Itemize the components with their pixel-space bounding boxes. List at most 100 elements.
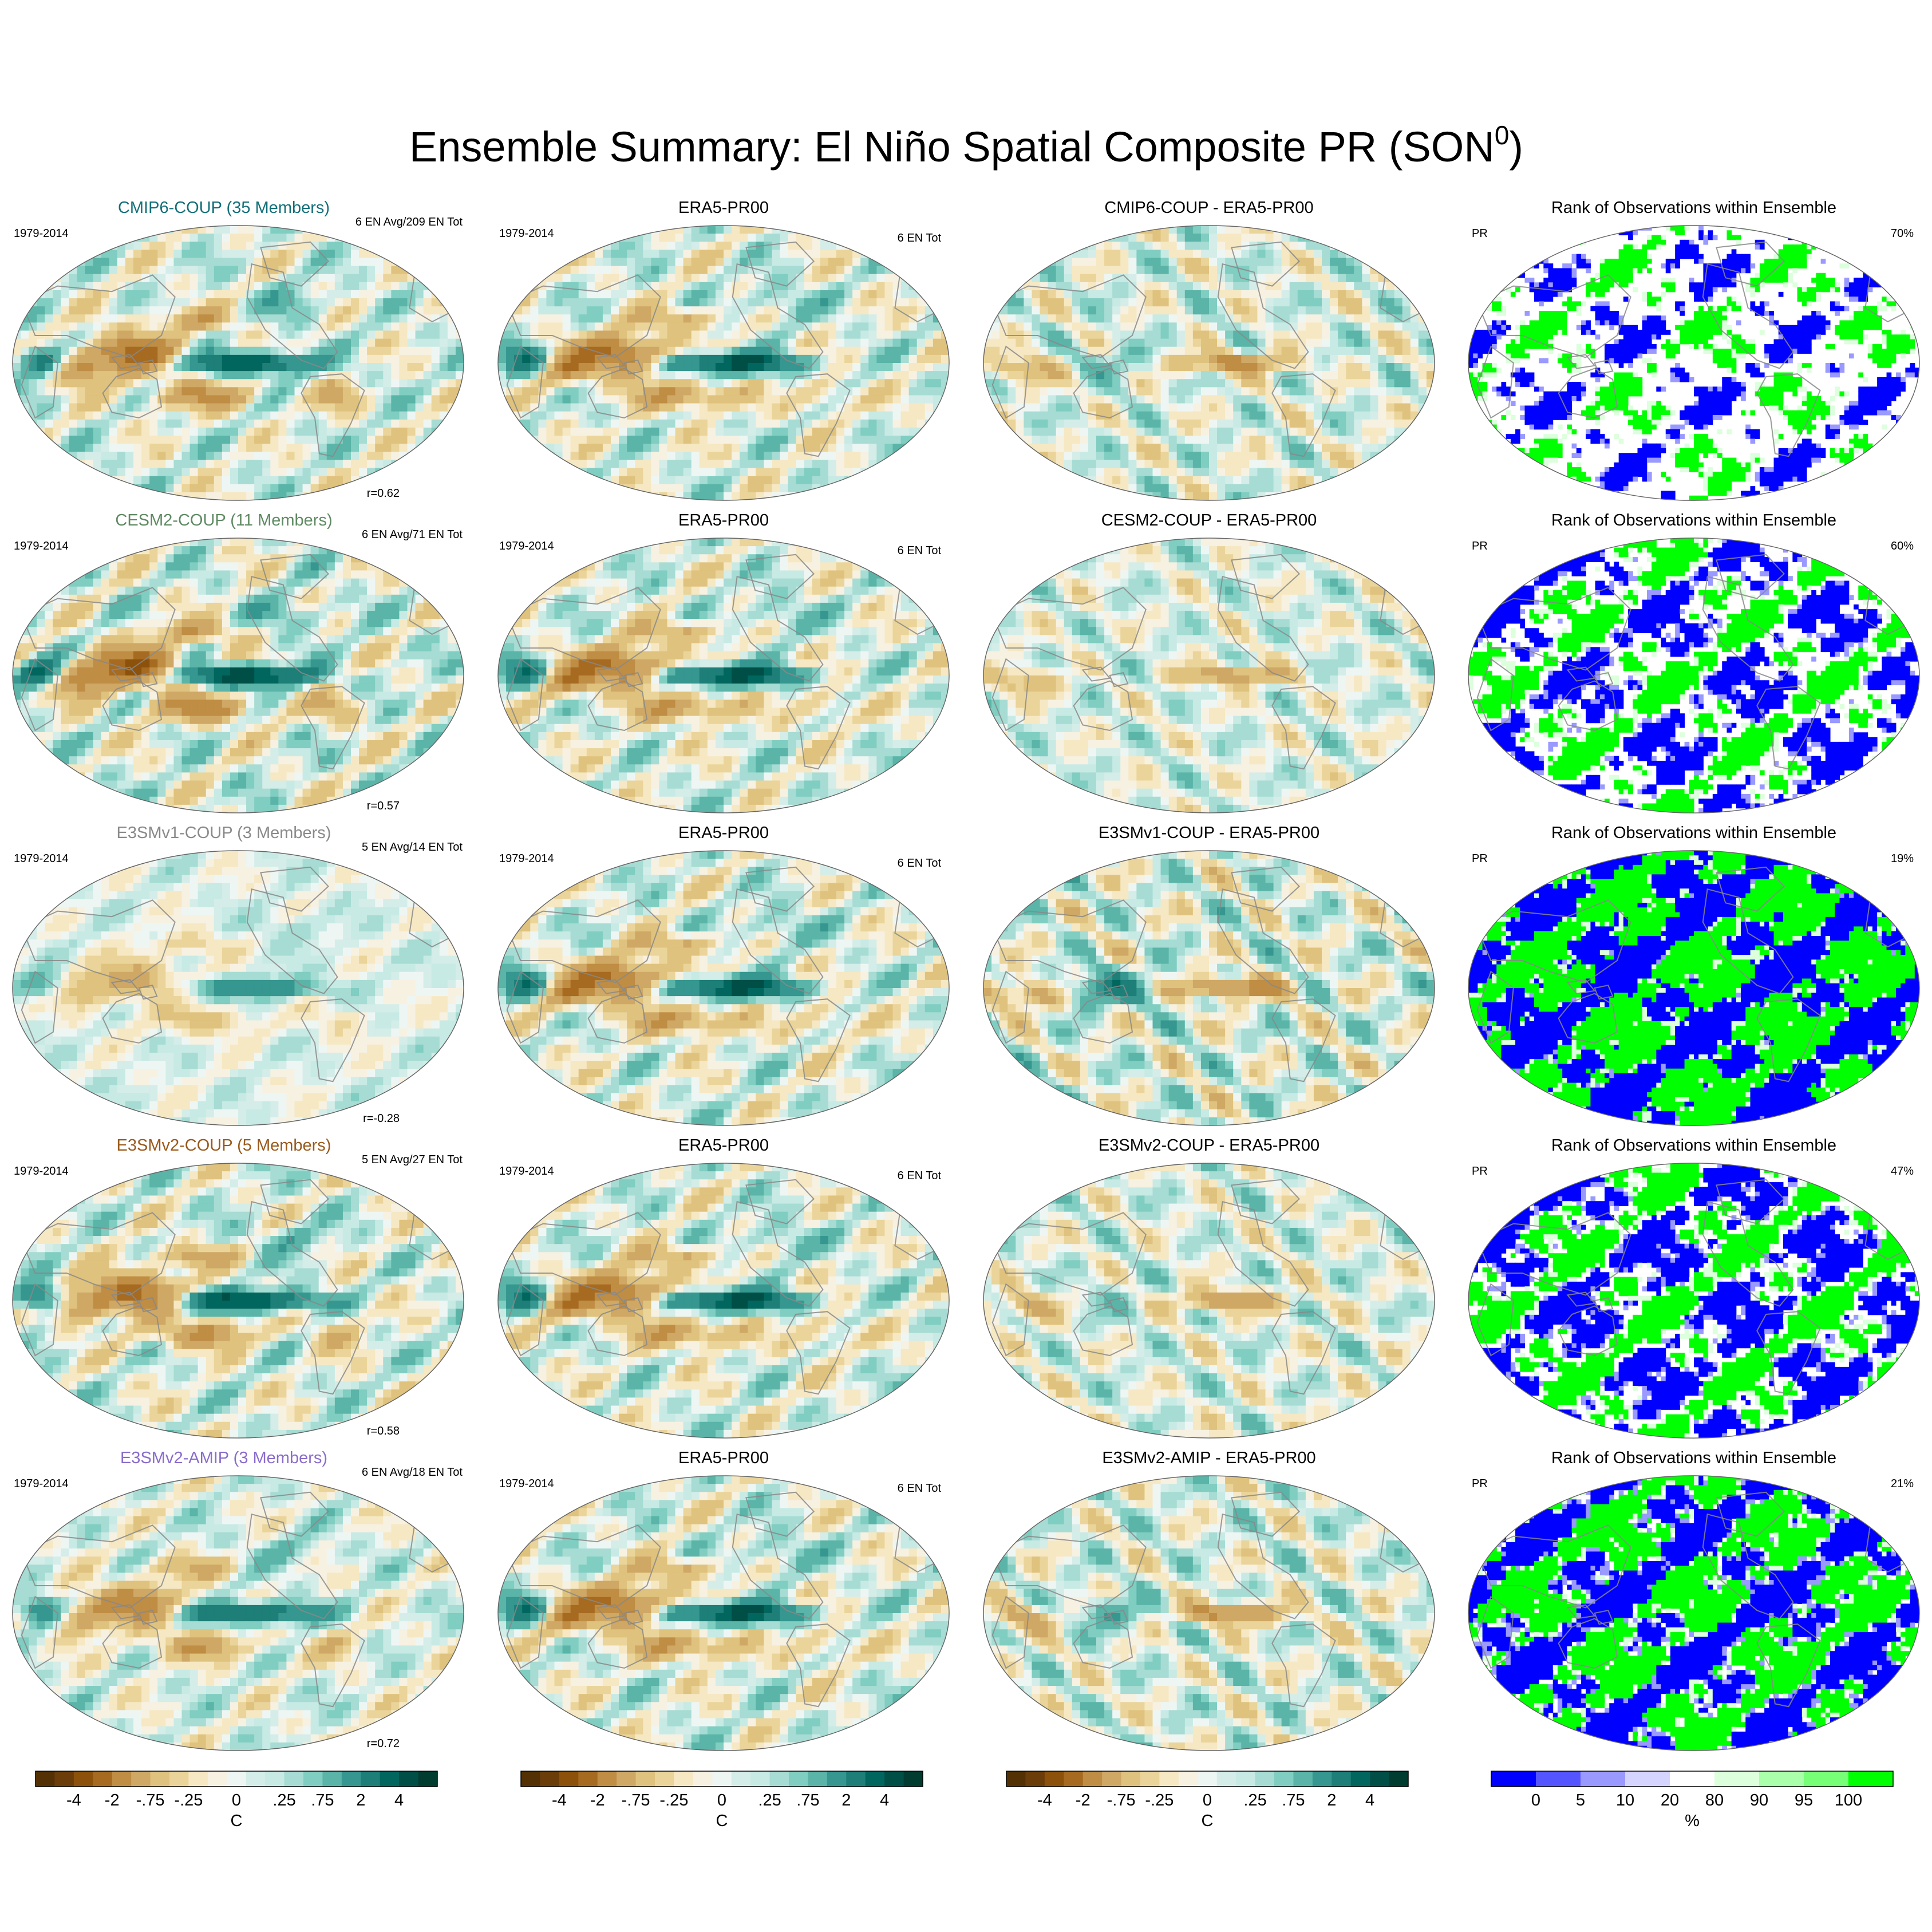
field-cell: [1410, 363, 1419, 372]
field-cell: [643, 411, 651, 420]
field-cell: [214, 444, 223, 452]
field-cell: [635, 452, 643, 461]
field-cell: [683, 322, 692, 331]
field-cell: [627, 314, 635, 323]
field-cell: [1160, 338, 1170, 347]
field-cell: [270, 322, 279, 331]
field-cell: [109, 395, 118, 404]
field-cell: [828, 371, 837, 380]
field-cell: [197, 282, 207, 291]
field-cell: [611, 468, 619, 477]
field-cell: [117, 468, 126, 477]
field-cell: [61, 242, 70, 250]
field-cell: [659, 379, 668, 388]
field-cell: [1313, 258, 1322, 267]
field-cell: [635, 427, 643, 436]
field-cell: [1072, 282, 1081, 291]
field-cell: [691, 338, 700, 347]
field-cell: [594, 395, 603, 404]
field-cell: [1249, 250, 1258, 259]
field-cell: [238, 250, 247, 259]
field-cell: [1048, 234, 1057, 242]
field-cell: [892, 460, 902, 469]
field-cell: [667, 330, 676, 339]
field-cell: [197, 258, 207, 267]
field-cell: [506, 338, 515, 347]
field-cell: [586, 274, 595, 283]
field-cell: [812, 290, 821, 299]
field-cell: [1144, 379, 1153, 388]
field-cell: [844, 298, 853, 307]
field-cell: [326, 322, 335, 331]
field-cell: [570, 298, 579, 307]
field-cell: [594, 322, 603, 331]
field-cell: [101, 460, 110, 469]
field-cell: [570, 266, 579, 275]
field-cell: [367, 436, 376, 444]
field-cell: [691, 371, 700, 380]
field-cell: [1016, 314, 1024, 323]
field-cell: [1426, 266, 1435, 275]
field-cell: [740, 387, 748, 396]
field-cell: [578, 411, 587, 420]
field-cell: [69, 298, 78, 307]
field-cell: [37, 266, 45, 275]
pattern-correlation: r=0.62: [367, 487, 400, 500]
field-cell: [530, 354, 539, 364]
field-cell: [1040, 363, 1049, 372]
field-cell: [278, 282, 287, 291]
field-cell: [538, 436, 547, 444]
field-cell: [740, 354, 748, 364]
field-cell: [900, 282, 910, 291]
field-cell: [238, 363, 247, 372]
field-cell: [367, 371, 376, 380]
field-cell: [375, 242, 384, 250]
field-cell: [820, 460, 829, 469]
field-cell: [538, 346, 547, 355]
field-cell: [29, 460, 37, 469]
field-cell: [1346, 379, 1354, 388]
field-cell: [908, 282, 918, 291]
field-cell: [691, 234, 700, 242]
field-cell: [1249, 282, 1258, 291]
field-cell: [780, 419, 789, 428]
field-cell: [53, 330, 62, 339]
field-cell: [238, 427, 247, 436]
field-cell: [916, 250, 926, 259]
field-cell: [206, 250, 215, 259]
field-cell: [310, 363, 319, 372]
field-cell: [214, 436, 223, 444]
field-cell: [359, 258, 368, 267]
field-cell: [359, 290, 368, 299]
field-cell: [423, 322, 432, 331]
field-cell: [908, 403, 918, 412]
field-cell: [659, 314, 668, 323]
field-cell: [109, 444, 118, 452]
field-cell: [522, 452, 531, 461]
field-cell: [635, 322, 643, 331]
field-cell: [117, 354, 126, 364]
field-cell: [578, 492, 587, 500]
field-cell: [683, 379, 692, 388]
field-cell: [651, 419, 660, 428]
field-cell: [1024, 298, 1033, 307]
field-cell: [399, 322, 408, 331]
field-cell: [884, 468, 894, 477]
field-cell: [1024, 322, 1033, 331]
field-cell: [691, 460, 700, 469]
field-cell: [1072, 387, 1081, 396]
field-cell: [278, 322, 287, 331]
field-cell: [1064, 234, 1073, 242]
field-cell: [101, 234, 110, 242]
field-cell: [498, 403, 507, 412]
field-cell: [391, 427, 400, 436]
field-cell: [916, 290, 926, 299]
field-cell: [133, 322, 142, 331]
field-cell: [1032, 306, 1041, 315]
field-cell: [149, 444, 158, 452]
field-cell: [455, 290, 464, 299]
field-cell: [189, 387, 199, 396]
coastline: [786, 373, 851, 457]
field-cell: [423, 250, 432, 259]
field-cell: [286, 274, 295, 283]
